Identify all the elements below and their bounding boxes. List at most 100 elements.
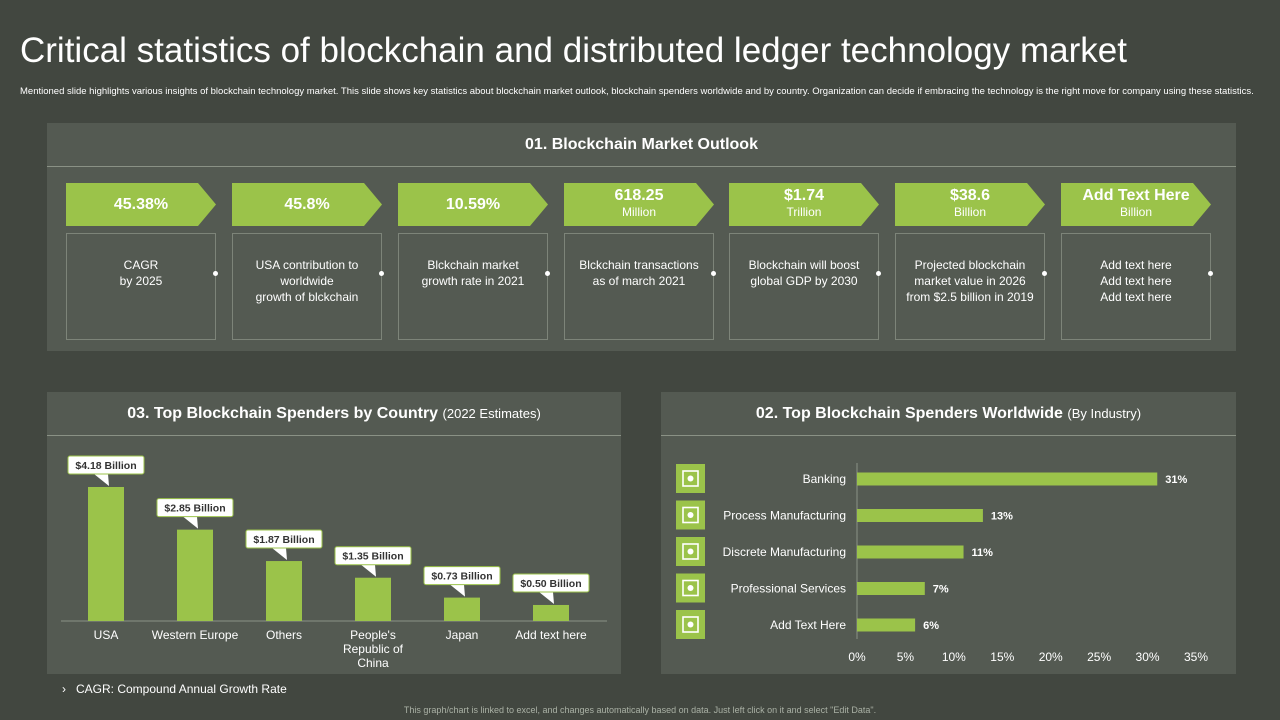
outlook-card: $38.6 Billion Projected blockchain market …: [895, 183, 1047, 341]
industry-category-label: Banking: [803, 472, 846, 486]
country-data-label: $2.85 Billion: [164, 503, 225, 515]
country-spenders-heading-bar: 03. Top Blockchain Spenders by Country (…: [47, 392, 621, 436]
outlook-value: 618.25: [614, 187, 664, 204]
x-tick-label: 25%: [1087, 650, 1111, 664]
footnote-bullet: ›: [62, 682, 66, 696]
outlook-dot: [545, 271, 550, 276]
outlook-card: $1.74 Trillion Blockchain will boost globa…: [729, 183, 881, 341]
country-callout-box: [423, 566, 501, 586]
x-tick-label: 0%: [848, 650, 866, 664]
industry-bar: [857, 509, 983, 522]
x-tick-label: 20%: [1039, 650, 1063, 664]
icon-glyph-dot: [687, 512, 694, 518]
country-bar: [444, 597, 480, 621]
outlook-value-arrow: $38.6 Billion: [895, 183, 1045, 226]
country-category-label: Add text here: [515, 628, 587, 642]
industry-category-label: Process Manufacturing: [723, 509, 846, 523]
market-outlook-heading: 01. Blockchain Market Outlook: [47, 123, 1236, 167]
country-callout-pointer: [272, 548, 287, 561]
country-data-label: $1.87 Billion: [253, 534, 314, 546]
industry-bar: [857, 545, 964, 559]
country-callout-pointer: [539, 591, 554, 604]
country-bar-chart: $4.18 Billion USA $2.85 Billion Western Eur…: [61, 455, 607, 670]
outlook-card: 45.38% CAGR by 2025: [66, 183, 218, 341]
footnote: › CAGR: Compound Annual Growth Rate: [62, 682, 287, 696]
country-spenders-panel: 03. Top Blockchain Spenders by Country (…: [47, 392, 621, 674]
industry-bar-chart: Banking 31% Process Manufacturing 13% Discre…: [676, 463, 1208, 664]
outlook-value: Add Text Here: [1082, 187, 1190, 204]
country-spenders-heading: 03. Top Blockchain Spenders by Country: [127, 405, 439, 422]
country-callout-box: [512, 573, 590, 593]
page-subtitle: Mentioned slide highlights various insig…: [20, 86, 1254, 97]
outlook-value: $38.6: [949, 187, 991, 204]
icon-glyph-dot: [687, 548, 694, 555]
country-spenders-heading-note: (2022 Estimates): [442, 406, 541, 421]
outlook-description: Add text here Add text here Add text here: [1061, 233, 1213, 340]
industry-bar: [857, 472, 1158, 486]
country-category-label: USA: [94, 628, 119, 642]
outlook-description: CAGR by 2025: [66, 233, 218, 340]
outlook-description: Blckchain transactions as of march 2021: [564, 233, 716, 340]
country-category-label: Republic of: [343, 642, 404, 656]
country-data-label: $1.35 Billion: [342, 551, 403, 563]
outlook-dot: [379, 271, 384, 276]
country-callout-pointer: [361, 564, 376, 577]
bottom-note: This graph/chart is linked to excel, and…: [403, 705, 877, 715]
outlook-dot: [876, 271, 881, 276]
outlook-dot: [1042, 271, 1047, 276]
country-data-label: $0.50 Billion: [520, 578, 581, 590]
industry-data-label: 6%: [923, 620, 939, 632]
outlook-description: Blckchain market growth rate in 2021: [398, 233, 550, 340]
page-title: Critical statistics of blockchain and di…: [20, 31, 1127, 70]
country-bar: [355, 577, 391, 621]
icon-glyph-dot: [687, 621, 694, 628]
icon-glyph: [682, 470, 699, 487]
country-category-label: China: [357, 656, 389, 670]
country-category-label: Western Europe: [152, 628, 239, 642]
icon-glyph: [682, 543, 699, 560]
country-callout-box: [334, 546, 412, 566]
country-category-label: People's: [350, 628, 396, 642]
country-data-label: $4.18 Billion: [75, 460, 136, 472]
outlook-unit: Billion: [953, 205, 986, 219]
outlook-card: 45.8% USA contribution to worldwide growth…: [232, 183, 384, 341]
outlook-value-arrow: 45.38%: [66, 183, 216, 226]
x-tick-label: 15%: [990, 650, 1014, 664]
country-category-label: Japan: [446, 628, 479, 642]
outlook-description: Blockchain will boost global GDP by 2030: [729, 233, 881, 340]
country-callout-pointer: [183, 516, 198, 529]
outlook-value: $1.74: [783, 187, 825, 204]
country-bar: [177, 529, 213, 621]
outlook-description: USA contribution to worldwide growth of b…: [232, 233, 384, 340]
country-bar: [533, 604, 569, 621]
outlook-unit: Trillion: [786, 205, 822, 219]
outlook-value-arrow: 618.25 Million: [564, 183, 714, 226]
industry-data-label: 7%: [933, 584, 949, 596]
outlook-value: 45.8%: [284, 196, 330, 213]
outlook-value-arrow: 10.59%: [398, 183, 548, 226]
outlook-value-arrow: $1.74 Trillion: [729, 183, 879, 226]
industry-spenders-heading-note: (By Industry): [1067, 406, 1142, 421]
icon-glyph: [682, 579, 699, 597]
icon-glyph: [682, 506, 699, 524]
outlook-dot: [1208, 271, 1213, 276]
outlook-card: 10.59% Blckchain market growth rate in 20…: [398, 183, 550, 341]
outlook-description: Projected blockchain market value in 202…: [895, 233, 1047, 340]
outlook-value: 10.59%: [445, 196, 501, 213]
country-callout-box: [67, 455, 145, 475]
x-tick-label: 5%: [897, 650, 915, 664]
country-callout-box: [156, 498, 234, 518]
outlook-card: Add Text Here Billion Add text here Add tex…: [1061, 183, 1213, 341]
outlook-unit: Billion: [1119, 205, 1152, 219]
industry-spenders-panel: 02. Top Blockchain Spenders Worldwide (B…: [661, 392, 1236, 674]
industry-bar: [857, 618, 916, 632]
outlook-unit: Million: [621, 205, 656, 219]
x-tick-label: 30%: [1136, 650, 1160, 664]
country-bar: [266, 561, 302, 621]
x-tick-label: 10%: [942, 650, 966, 664]
country-callout-pointer: [94, 474, 109, 486]
outlook-card: 618.25 Million Blckchain transactions as o…: [564, 183, 716, 341]
industry-spenders-heading: 02. Top Blockchain Spenders Worldwide: [755, 405, 1063, 422]
country-callout-box: [245, 529, 323, 549]
market-outlook-panel: 01. Blockchain Market Outlook 45.38% CAGR…: [47, 123, 1236, 351]
